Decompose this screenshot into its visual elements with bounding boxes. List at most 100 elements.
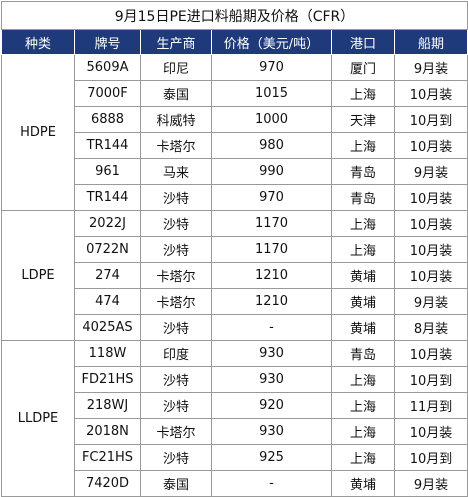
cell-schedule: 10月装 [393,236,468,263]
cell-grade: FC21HS [74,444,141,471]
cell-producer: 卡塔尔 [140,418,212,445]
cell-schedule: 10月到 [393,444,468,471]
cell-price: - [211,314,332,341]
table-row: 4025AS 沙特 - 黄埔 8月装 [2,314,468,341]
table-row: 7420D 泰国 - 黄埔 9月装 [2,470,468,497]
cell-price: 920 [211,392,332,419]
cell-schedule: 10月装 [393,340,468,367]
cell-grade: 218WJ [74,392,141,419]
cell-port: 黄埔 [331,470,395,497]
cell-port: 上海 [331,392,395,419]
cell-type-group: HDPE [1,54,75,211]
cell-producer: 沙特 [140,444,212,471]
cell-port: 上海 [331,366,395,393]
cell-port: 上海 [331,132,395,159]
cell-grade: 7000F [74,80,141,107]
cell-price: 930 [211,340,332,367]
cell-grade: TR144 [74,184,141,211]
column-header-port: 港口 [331,29,395,55]
table-row: 6888 科威特 1000 天津 10月到 [2,106,468,133]
cell-schedule: 10月装 [393,80,468,107]
header-row: 种类 牌号 生产商 价格（美元/吨） 港口 船期 [1,29,468,55]
cell-producer: 沙特 [140,314,212,341]
cell-schedule: 10月装 [393,262,468,289]
cell-schedule: 9月装 [393,470,468,497]
cell-schedule: 8月装 [393,314,468,341]
cell-schedule: 11月到 [393,392,468,419]
cell-producer: 马来 [140,158,212,185]
table-row: 7000F 泰国 1015 上海 10月装 [2,80,468,107]
table-title: 9月15日PE进口料船期及价格（CFR） [0,1,468,30]
cell-price: - [211,470,332,497]
cell-port: 上海 [331,210,395,237]
column-header-producer: 生产商 [140,29,212,55]
cell-port: 青岛 [331,158,395,185]
cell-producer: 沙特 [140,392,212,419]
table-row: TR144 卡塔尔 980 上海 10月装 [2,132,468,159]
cell-port: 上海 [331,80,395,107]
cell-grade: 2018N [74,418,141,445]
cell-schedule: 10月装 [393,418,468,445]
cell-price: 970 [211,184,332,211]
cell-grade: 6888 [74,106,141,133]
cell-price: 930 [211,366,332,393]
cell-price: 930 [211,418,332,445]
cell-grade: 5609A [74,54,141,81]
cell-grade: 0722N [74,236,141,263]
cell-schedule: 10月装 [393,210,468,237]
cell-price: 1210 [211,262,332,289]
cell-producer: 印度 [140,340,212,367]
cell-producer: 印尼 [140,54,212,81]
column-header-grade: 牌号 [74,29,141,55]
cell-grade: 7420D [74,470,141,497]
cell-price: 970 [211,54,332,81]
table-row: TR144 沙特 970 青岛 10月装 [2,184,468,211]
cell-port: 黄埔 [331,314,395,341]
cell-type-group: LLDPE [1,340,75,497]
cell-grade: 2022J [74,210,141,237]
column-header-price: 价格（美元/吨） [211,29,332,55]
cell-grade: FD21HS [74,366,141,393]
cell-grade: 118W [74,340,141,367]
column-header-schedule: 船期 [393,29,468,55]
cell-port: 厦门 [331,54,395,81]
cell-grade: TR144 [74,132,141,159]
title-row: 9月15日PE进口料船期及价格（CFR） [0,1,468,30]
cell-port: 上海 [331,236,395,263]
cell-port: 黄埔 [331,262,395,289]
cell-price: 1015 [211,80,332,107]
cell-port: 黄埔 [331,288,395,315]
cell-port: 青岛 [331,340,395,367]
cell-schedule: 10月装 [393,184,468,211]
cell-schedule: 9月装 [393,288,468,315]
cell-producer: 卡塔尔 [140,262,212,289]
cell-schedule: 9月装 [393,54,468,81]
cell-port: 上海 [331,418,395,445]
cell-producer: 科威特 [140,106,212,133]
cell-producer: 沙特 [140,210,212,237]
cell-price: 1170 [211,210,332,237]
cell-type-group: LDPE [1,210,75,341]
cell-price: 990 [211,158,332,185]
cell-port: 青岛 [331,184,395,211]
table-row: LLDPE 118W 印度 930 青岛 10月装 [1,340,468,497]
cell-price: 1170 [211,236,332,263]
cell-grade: 274 [74,262,141,289]
table-row: HDPE 5609A 印尼 970 厦门 9月装 [1,54,468,211]
cell-producer: 泰国 [140,470,212,497]
table-row: 218WJ 沙特 920 上海 11月到 [2,392,468,419]
column-header-type: 种类 [1,29,75,55]
cell-port: 天津 [331,106,395,133]
cell-port: 上海 [331,444,395,471]
cell-producer: 卡塔尔 [140,288,212,315]
cell-schedule: 10月到 [393,106,468,133]
cell-producer: 沙特 [140,184,212,211]
cell-producer: 泰国 [140,80,212,107]
cell-grade: 474 [74,288,141,315]
cell-price: 925 [211,444,332,471]
cell-grade: 961 [74,158,141,185]
cell-schedule: 9月装 [393,158,468,185]
cell-schedule: 10月到 [393,366,468,393]
